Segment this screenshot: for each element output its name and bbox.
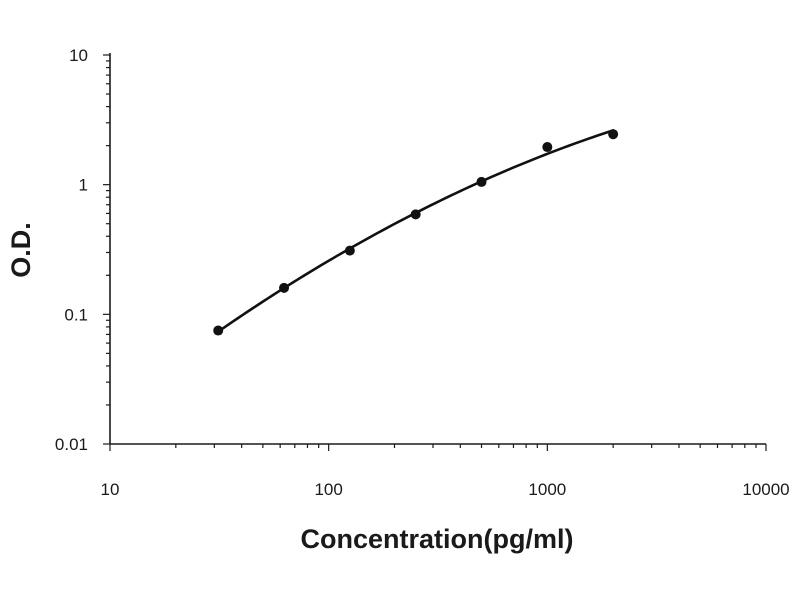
data-point [344,245,355,256]
data-point [213,325,224,336]
data-point [476,176,487,187]
tick-labels: 10 100 1000 10000 0.01 0.1 1 10 [55,46,790,499]
y-tick-label: 0.01 [55,435,88,454]
y-tick-label: 1 [79,176,88,195]
y-tick-label: 0.1 [64,305,88,324]
y-tick-label: 10 [69,46,88,65]
x-tick-label: 10 [101,480,120,499]
fit-curve [216,129,615,333]
axes [109,53,766,445]
data-point [410,209,421,220]
x-tick-label: 10000 [742,480,789,499]
tick-marks [103,54,767,451]
data-point [279,282,290,293]
x-tick-label: 1000 [528,480,566,499]
data-point [608,129,619,140]
x-axis-title: Concentration(pg/ml) [301,524,574,554]
x-tick-label: 100 [314,480,342,499]
data-point [542,142,553,153]
y-axis-title: O.D. [6,222,36,278]
data-points [213,129,619,336]
